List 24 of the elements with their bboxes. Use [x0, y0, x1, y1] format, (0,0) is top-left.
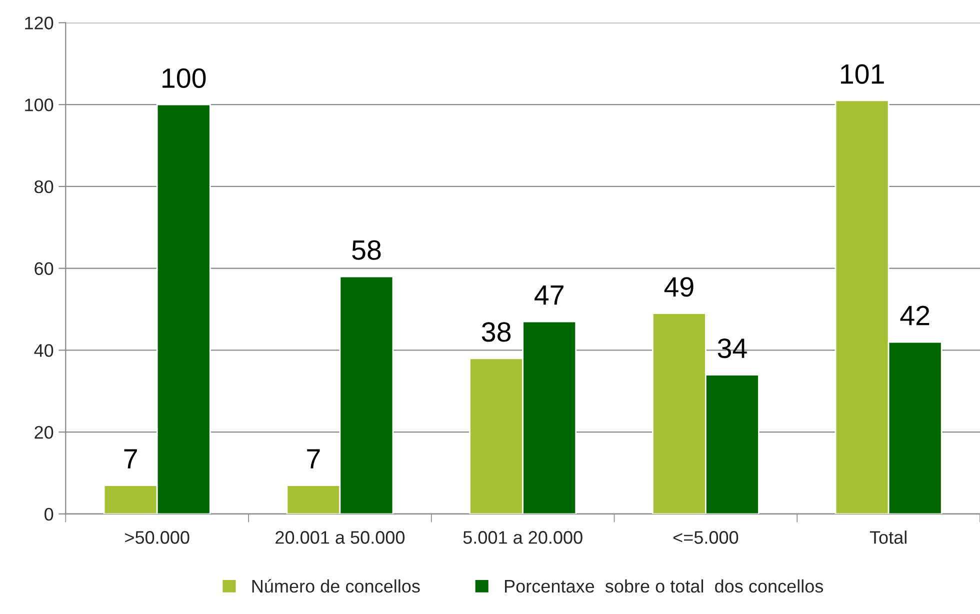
data-label: 100	[162, 68, 206, 88]
data-label: 101	[841, 64, 884, 84]
data-label: 58	[352, 240, 381, 260]
y-tick-label: 80	[34, 180, 54, 194]
x-tick-label: 5.001 a 20.000	[463, 531, 582, 544]
data-label: 42	[900, 306, 930, 326]
y-tick-label: 40	[34, 344, 54, 357]
y-tick-label: 100	[25, 98, 54, 112]
data-label: 47	[534, 286, 564, 305]
data-label: 38	[482, 322, 511, 342]
legend-label: Porcentaxe sobre o total dos concellos	[505, 579, 824, 593]
x-tick-label: <=5.000	[673, 531, 738, 544]
y-tick-label: 0	[44, 508, 54, 521]
data-label: 7	[124, 449, 137, 468]
data-label: 34	[718, 338, 747, 358]
legend-label: Número de concellos	[252, 579, 420, 593]
y-tick-label: 120	[25, 16, 54, 30]
y-tick-label: 60	[34, 262, 54, 276]
x-tick-label: Total	[870, 530, 906, 544]
data-label: 7	[307, 449, 320, 468]
x-tick-label: 20.001 a 50.000	[276, 531, 405, 544]
data-label: 49	[664, 277, 694, 297]
x-tick-label: >50.000	[125, 531, 190, 544]
y-tick-label: 20	[34, 426, 54, 439]
